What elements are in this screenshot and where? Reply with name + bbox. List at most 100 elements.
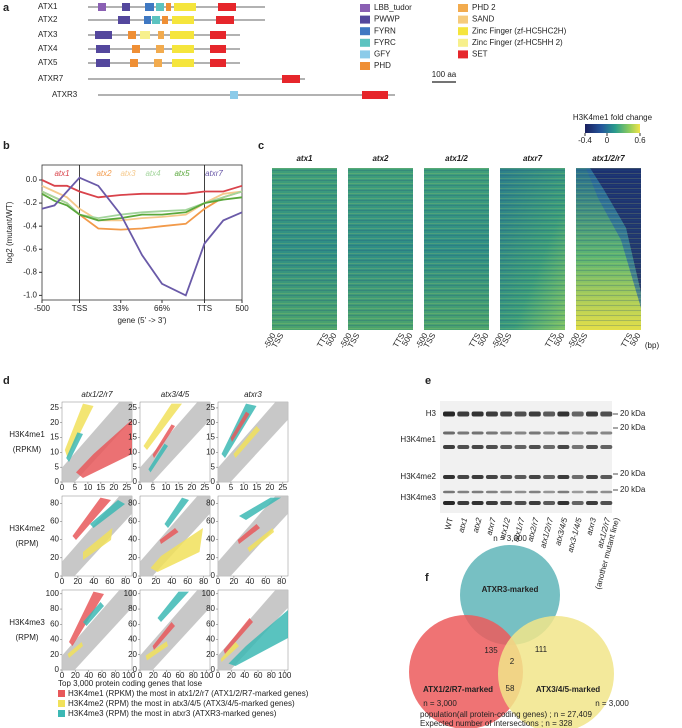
legend-swatch <box>360 15 370 24</box>
legend-swatch <box>458 38 468 47</box>
domain-box <box>216 16 234 24</box>
scatter-column-title: atxr3 <box>244 390 262 399</box>
scatter-highlight-cloud <box>90 500 125 528</box>
series-label: atxr7 <box>205 169 223 178</box>
scatter-background-cloud <box>218 402 288 482</box>
scatter-highlight-cloud <box>64 403 94 458</box>
protein-name: ATX5 <box>38 58 58 67</box>
y-tick-label: 15 <box>206 433 215 442</box>
x-tick-label: 0 <box>60 577 65 586</box>
blot-band <box>586 411 598 417</box>
series-line <box>41 179 243 199</box>
scatter-highlight-cloud <box>239 497 281 520</box>
x-tick-label: 40 <box>84 671 93 680</box>
y-tick-label: 20 <box>50 553 59 562</box>
series-label: atx3 <box>120 169 136 178</box>
y-tick-label: 25 <box>50 403 59 412</box>
blot-band <box>514 501 527 505</box>
blot-band <box>557 431 570 435</box>
scatter-highlight-cloud <box>66 432 83 462</box>
y-tick-label: 40 <box>50 635 59 644</box>
blot-band <box>457 445 470 449</box>
blot-band <box>457 475 470 479</box>
y-tick-label: 20 <box>128 650 137 659</box>
heatmap-texture <box>424 168 489 330</box>
domain-box <box>145 3 154 11</box>
x-tick-label: 20 <box>109 483 118 492</box>
y-tick-label: 0 <box>133 665 138 674</box>
scatter-highlight-cloud <box>164 497 189 528</box>
protein-name: ATX3 <box>38 30 58 39</box>
protein-name: ATX1 <box>38 2 58 11</box>
domain-box <box>172 45 194 53</box>
scatter-highlight-cloud <box>152 424 175 458</box>
domain-box <box>172 16 194 24</box>
x-tick-label: 0 <box>60 483 65 492</box>
domain-box <box>144 16 151 24</box>
x-tick-label: 500 <box>235 304 249 313</box>
legend-label: FYRC <box>374 38 396 47</box>
x-axis-title: gene (5' -> 3') <box>117 316 166 325</box>
domain-box <box>174 3 196 11</box>
blot-band <box>571 431 584 435</box>
blot-row-label: H3K4me2 <box>400 472 436 481</box>
blot-band <box>485 445 498 449</box>
blot-band <box>543 490 556 494</box>
venn-overlap-count: 135 <box>484 646 498 655</box>
scatter-highlight-cloud <box>157 591 189 622</box>
lane-label: WT <box>443 517 455 531</box>
x-tick-label: 0 <box>216 671 221 680</box>
y-tick-label: 80 <box>206 604 215 613</box>
series-line <box>41 176 243 297</box>
blot-band <box>514 490 527 494</box>
domain-box <box>210 45 226 53</box>
y-tick-label: 80 <box>50 604 59 613</box>
colorbar-tick-label: 0.6 <box>634 136 646 145</box>
blot-band <box>471 490 484 494</box>
x-tick-label: TSS <box>72 304 88 313</box>
series-label: atx2 <box>96 169 112 178</box>
blot-background <box>440 401 612 513</box>
scatter-highlight-cloud <box>83 528 113 560</box>
x-tick-label: 40 <box>245 577 254 586</box>
lane-label: atx1 <box>457 517 470 534</box>
y-tick-label: 100 <box>124 589 138 598</box>
blot-band <box>600 475 613 479</box>
blot-band <box>543 501 556 505</box>
domain-box <box>96 59 110 67</box>
blot-band <box>500 490 513 494</box>
y-tick-label: -0.6 <box>23 244 37 253</box>
scatter-background-cloud <box>62 496 132 576</box>
scatter-highlight-cloud <box>159 528 179 544</box>
y-tick-label: 100 <box>46 589 60 598</box>
legend-label: H3K4me2 (RPM) the most in atx3/4/5 (ATX3… <box>68 699 295 708</box>
blot-band <box>485 431 498 435</box>
legend-label: Zinc Finger (zf-HC5HC2H) <box>472 26 567 35</box>
blot-band <box>471 445 484 449</box>
x-tick-label: 0 <box>138 577 143 586</box>
scatter-highlight-cloud <box>76 419 132 478</box>
legend-label: Zinc Finger (zf-HC5HH 2) <box>472 38 563 47</box>
x-tick-label: 20 <box>149 671 158 680</box>
legend-swatch <box>360 50 370 59</box>
y-tick-label: 5 <box>211 462 216 471</box>
blot-band <box>514 411 527 417</box>
x-tick-label: 0 <box>60 671 65 680</box>
domain-box <box>156 45 164 53</box>
x-tick-label: 80 <box>199 577 208 586</box>
y-tick-label: 80 <box>206 498 215 507</box>
marker-label: 20 kDa <box>620 423 646 432</box>
blot-band <box>571 501 584 505</box>
venn-circles <box>409 545 614 728</box>
venn-set-label: ATX3/4/5-marked <box>536 685 600 694</box>
x-tick-label: 25 <box>122 483 131 492</box>
blot-band <box>514 445 527 449</box>
blot-band <box>443 501 455 505</box>
blot-band <box>471 475 484 479</box>
legend-label: SAND <box>472 15 494 24</box>
x-tick-label: 15 <box>174 483 183 492</box>
blot-band <box>600 411 613 417</box>
legend-swatch <box>458 4 468 12</box>
domain-box <box>118 16 130 24</box>
y-tick-label: 0 <box>55 571 60 580</box>
